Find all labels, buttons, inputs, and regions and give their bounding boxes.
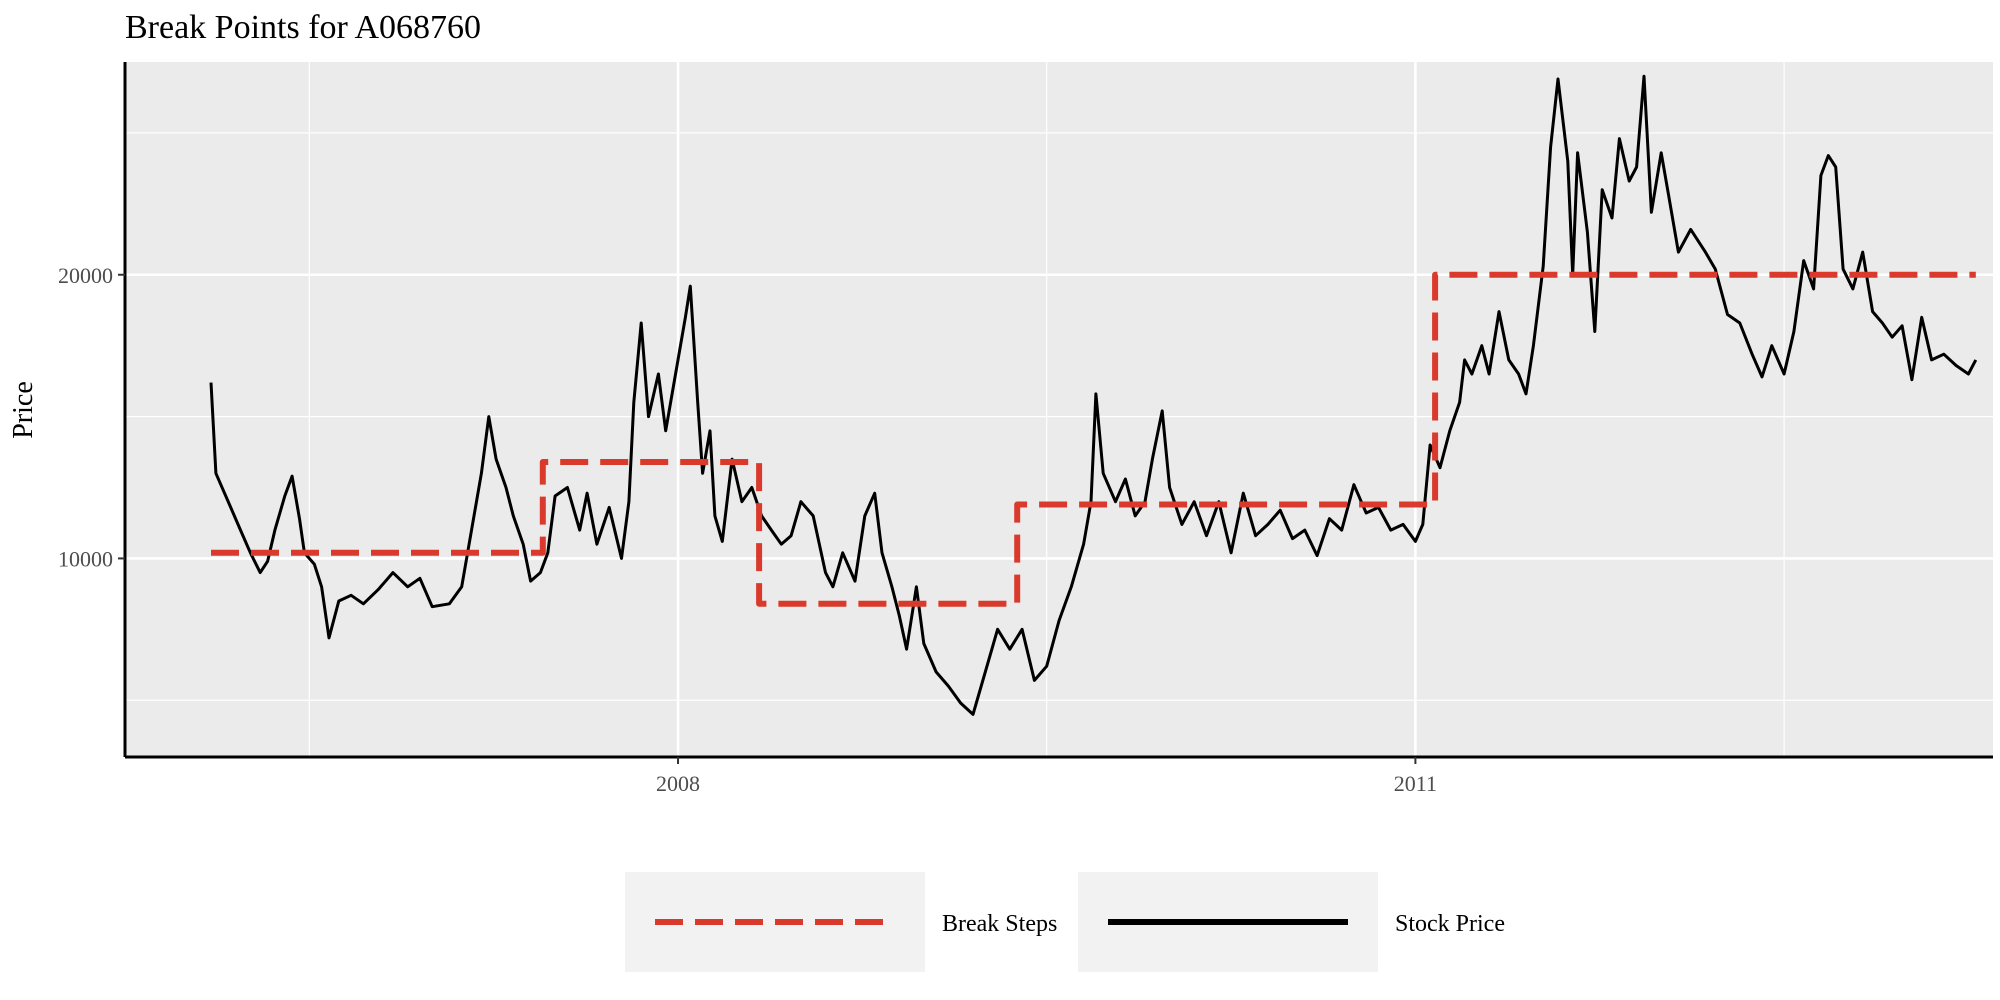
plot-panel [125,62,1993,757]
y-axis-title: Price [8,381,39,439]
legend-label-break-steps: Break Steps [942,911,1057,937]
series-layer [209,74,1978,716]
legend: Break Steps Stock Price [625,872,1505,972]
legend-label-stock-price: Stock Price [1395,911,1505,937]
chart-title: Break Points for A068760 [125,9,481,46]
break-steps-line [211,271,1976,607]
x-tick-label: 2011 [1394,771,1437,796]
y-tick-label: 20000 [58,263,113,288]
ticks-layer: 2008 2011 10000 20000 [58,263,1437,796]
minor-gridlines [125,62,1993,757]
y-tick-label: 10000 [58,546,113,571]
major-gridlines [125,62,1993,757]
x-tick-label: 2008 [656,771,700,796]
